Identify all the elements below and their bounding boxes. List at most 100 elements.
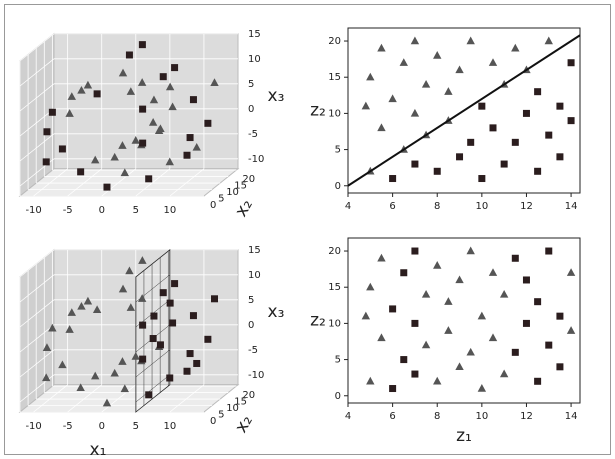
triangle-marker bbox=[137, 78, 147, 86]
square-marker bbox=[389, 175, 397, 183]
y-axis-label: z₂ bbox=[310, 311, 326, 331]
square-marker bbox=[489, 124, 497, 132]
triangle-marker bbox=[388, 94, 397, 103]
square-marker bbox=[545, 341, 553, 349]
x-tick-label: 12 bbox=[520, 411, 533, 422]
z-tick-label: 5 bbox=[248, 295, 254, 306]
y-tick-label: 5 bbox=[218, 194, 224, 205]
z-tick-label: -5 bbox=[248, 129, 258, 140]
triangle-marker bbox=[118, 68, 128, 77]
square-marker bbox=[389, 305, 397, 313]
grid-line bbox=[19, 274, 55, 303]
z-tick-label: -10 bbox=[248, 370, 264, 381]
square-marker bbox=[522, 276, 530, 284]
triangle-marker bbox=[377, 333, 386, 342]
triangle-marker bbox=[377, 123, 386, 132]
square-marker bbox=[125, 51, 133, 59]
triangle-marker bbox=[156, 124, 165, 133]
square-marker bbox=[411, 370, 419, 378]
square-marker bbox=[556, 312, 564, 320]
x-tick-label: 4 bbox=[345, 201, 351, 212]
y-tick-label: 5 bbox=[218, 410, 224, 421]
triangle-marker bbox=[466, 246, 475, 255]
triangle-marker bbox=[366, 282, 375, 291]
x-tick-label: 14 bbox=[565, 411, 578, 422]
plane-grid bbox=[135, 349, 171, 378]
triangle-marker bbox=[377, 253, 386, 262]
square-marker bbox=[534, 298, 542, 306]
triangle-marker bbox=[83, 296, 93, 305]
z-tick-label: 15 bbox=[248, 29, 261, 40]
grid-line bbox=[19, 33, 55, 62]
square-marker bbox=[138, 41, 146, 49]
triangle-marker bbox=[42, 373, 51, 382]
square-marker bbox=[183, 367, 191, 375]
triangle-marker bbox=[399, 58, 408, 66]
square-marker bbox=[400, 356, 408, 364]
square-marker bbox=[139, 139, 147, 147]
square-marker bbox=[193, 359, 201, 367]
x-tick-label: 0 bbox=[99, 205, 105, 216]
grid-line bbox=[19, 108, 55, 137]
x-tick-label: 10 bbox=[164, 205, 177, 216]
triangle-marker bbox=[92, 305, 102, 314]
x-tick-label: -10 bbox=[25, 205, 41, 216]
triangle-marker bbox=[410, 108, 420, 117]
y-tick-label: 0 bbox=[335, 181, 341, 192]
grid-line bbox=[67, 168, 102, 197]
triangle-marker bbox=[566, 268, 576, 276]
triangle-marker bbox=[65, 325, 74, 333]
y-tick-label: 20 bbox=[242, 174, 255, 185]
grid-line bbox=[101, 168, 137, 197]
x-tick-label: 10 bbox=[164, 421, 177, 432]
y-tick-label: 10 bbox=[328, 108, 341, 119]
square-marker bbox=[556, 102, 564, 110]
y-tick-label: 5 bbox=[335, 355, 341, 366]
triangle-marker bbox=[488, 333, 498, 342]
triangle-marker bbox=[511, 43, 520, 52]
square-marker bbox=[166, 374, 174, 382]
z-axis-label: x₃ bbox=[268, 302, 285, 322]
z-tick-label: 15 bbox=[248, 245, 261, 256]
boundary-plane bbox=[135, 248, 171, 413]
triangle-marker bbox=[137, 294, 147, 302]
z-tick-label: 0 bbox=[248, 320, 254, 331]
triangle-marker bbox=[91, 155, 100, 164]
triangle-marker bbox=[110, 368, 119, 377]
x-tick-label: -5 bbox=[63, 421, 73, 432]
square-marker bbox=[189, 312, 197, 320]
floor bbox=[18, 168, 240, 197]
x-tick-label: 10 bbox=[475, 411, 488, 422]
square-marker bbox=[556, 363, 564, 371]
y-tick-label: 0 bbox=[210, 200, 216, 211]
square-marker bbox=[189, 96, 197, 104]
plot-area bbox=[347, 237, 581, 404]
x-tick-label: 0 bbox=[99, 421, 105, 432]
plane-grid bbox=[135, 374, 171, 403]
x-axis-label: x₁ bbox=[90, 440, 107, 459]
square-marker bbox=[186, 134, 194, 142]
triangle-marker bbox=[421, 79, 431, 88]
grid-line bbox=[19, 133, 55, 162]
square-marker bbox=[150, 312, 158, 320]
y-tick-label: 10 bbox=[328, 318, 341, 329]
triangle-marker bbox=[410, 36, 420, 45]
triangle-marker bbox=[168, 102, 177, 111]
grid-line bbox=[19, 349, 55, 378]
triangle-marker bbox=[42, 343, 52, 351]
triangle-marker bbox=[131, 136, 140, 144]
triangle-marker bbox=[126, 303, 136, 311]
square-marker bbox=[48, 108, 56, 116]
triangle-marker bbox=[477, 311, 487, 320]
square-marker bbox=[411, 160, 419, 168]
plane-grid bbox=[135, 249, 171, 278]
y-tick-label: 20 bbox=[242, 390, 255, 401]
square-marker bbox=[171, 64, 179, 72]
triangle-marker bbox=[138, 256, 147, 264]
square-marker bbox=[545, 131, 553, 139]
square-marker bbox=[467, 138, 475, 146]
triangle-marker bbox=[67, 308, 77, 316]
triangle-marker bbox=[76, 383, 85, 392]
square-marker bbox=[522, 319, 530, 327]
